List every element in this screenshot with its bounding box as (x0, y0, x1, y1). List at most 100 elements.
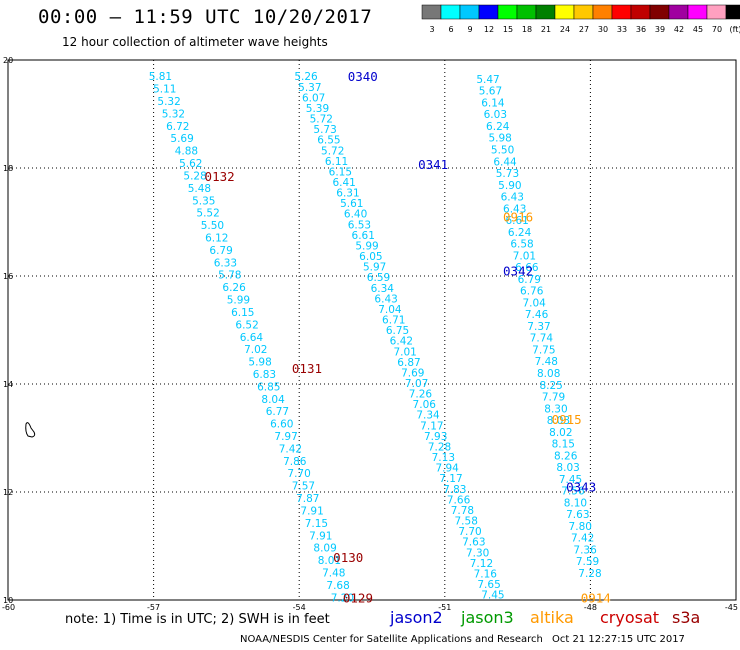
swh-value-label: 6.79 (209, 245, 232, 257)
swh-value-label: 7.80 (569, 521, 592, 533)
swh-value-label: 7.46 (525, 309, 549, 321)
swh-value-label: 8.30 (544, 403, 567, 415)
colorbar-swatch (725, 4, 740, 20)
swh-value-label: 6.44 (493, 156, 517, 168)
swh-value-label: 6.03 (484, 109, 507, 121)
y-tick-label: 16 (3, 272, 13, 281)
swh-value-label: 7.70 (458, 526, 481, 538)
swh-value-label: 5.72 (310, 114, 333, 126)
swh-value-label: 5.61 (340, 198, 363, 210)
swh-value-label: 5.67 (479, 86, 502, 98)
time-label: 0916 (503, 210, 533, 225)
colorbar-label: 33 (617, 25, 627, 34)
swh-value-label: 8.09 (313, 543, 336, 555)
swh-value-label: 5.99 (227, 295, 250, 307)
colorbar-swatch (516, 4, 537, 20)
swh-value-label: 7.26 (409, 389, 433, 401)
swh-value-label: 5.32 (157, 96, 180, 108)
swh-value-label: 7.12 (470, 558, 493, 570)
swh-value-label: 6.43 (374, 293, 397, 305)
y-tick-label: 20 (3, 56, 13, 65)
swh-value-label: 6.61 (352, 230, 375, 242)
swh-value-label: 7.45 (481, 590, 504, 602)
colorbar-label: 3 (429, 25, 434, 34)
swh-value-label: 5.78 (218, 270, 241, 282)
swh-value-label: 6.52 (235, 319, 258, 331)
time-label: 0914 (581, 590, 611, 605)
swh-value-label: 7.66 (447, 494, 471, 506)
swh-value-label: 6.31 (336, 188, 359, 200)
colorbar-swatch (478, 4, 499, 20)
island-outline (25, 422, 36, 438)
colorbar-swatch (421, 4, 442, 20)
swh-value-label: 7.63 (566, 509, 589, 521)
colorbar-label: 24 (560, 25, 570, 34)
swh-value-label: 6.59 (367, 272, 390, 284)
swh-value-label: 8.25 (539, 380, 562, 392)
colorbar-label: 42 (674, 25, 684, 34)
time-label: 0342 (503, 264, 533, 279)
swh-value-label: 5.26 (294, 71, 318, 83)
colorbar-label: 9 (467, 25, 472, 34)
colorbar-label: 12 (484, 25, 494, 34)
swh-value-label: 7.56 (561, 486, 585, 498)
swh-value-label: 7.04 (378, 304, 402, 316)
swh-value-label: 6.14 (481, 97, 505, 109)
swh-value-label: 6.64 (240, 332, 264, 344)
footer-note: note: 1) Time is in UTC; 2) SWH is in fe… (65, 612, 330, 627)
swh-value-label: 7.91 (300, 505, 323, 517)
swh-value-label: 7.83 (443, 484, 466, 496)
swh-value-label: 6.79 (518, 274, 541, 286)
swh-value-label: 8.03 (556, 462, 579, 474)
swh-value-label: 6.33 (214, 257, 237, 269)
swh-value-label: 7.93 (424, 431, 447, 443)
swh-value-label: 8.15 (552, 439, 575, 451)
colorbar-label: 18 (522, 25, 532, 34)
swh-value-label: 7.42 (279, 443, 302, 455)
swh-value-label: 7.37 (527, 321, 550, 333)
colorbar-swatch (554, 4, 575, 20)
swh-value-label: 8.02 (549, 427, 572, 439)
swh-value-label: 6.60 (270, 419, 293, 431)
y-tick-label: 12 (3, 488, 13, 497)
x-tick-label: -45 (725, 603, 738, 612)
time-label: 0343 (566, 480, 596, 495)
swh-value-label: 7.65 (477, 579, 500, 591)
swh-value-label: 7.13 (432, 452, 455, 464)
swh-value-label: 6.61 (505, 215, 528, 227)
swh-value-label: 7.17 (420, 420, 443, 432)
legend-jason3: jason3 (461, 608, 514, 627)
colorbar-label: (ft) (729, 25, 740, 34)
swh-value-label: 6.12 (205, 232, 228, 244)
page-subtitle: 12 hour collection of altimeter wave hei… (62, 35, 328, 49)
swh-value-label: 5.50 (201, 220, 224, 232)
swh-value-label: 5.98 (248, 357, 271, 369)
swh-value-label: 7.01 (513, 250, 536, 262)
swh-value-label: 7.69 (401, 367, 424, 379)
colorbar-label: 21 (541, 25, 551, 34)
swh-value-label: 6.72 (166, 121, 189, 133)
time-label: 0131 (292, 361, 322, 376)
time-label: 0341 (418, 157, 448, 172)
colorbar-swatch (649, 4, 670, 20)
time-label: 0915 (552, 412, 582, 427)
colorbar-swatch (668, 4, 689, 20)
colorbar-swatch (497, 4, 518, 20)
colorbar-label: 70 (712, 25, 722, 34)
swh-value-label: 7.59 (576, 556, 599, 568)
swh-value-label: 7.28 (428, 441, 451, 453)
swh-value-label: 6.42 (390, 336, 413, 348)
colorbar-swatch (573, 4, 594, 20)
swh-value-label: 5.99 (355, 240, 378, 252)
y-tick-label: 18 (3, 164, 13, 173)
legend-altika: altika (530, 608, 574, 627)
swh-value-label: 6.77 (266, 406, 289, 418)
time-label: 0132 (205, 169, 235, 184)
colorbar-swatch (440, 4, 461, 20)
colorbar-swatch (611, 4, 632, 20)
colorbar-swatch (687, 4, 708, 20)
swh-value-label: 7.79 (542, 392, 565, 404)
colorbar-label: 45 (693, 25, 703, 34)
swh-value-label: 6.05 (359, 251, 382, 263)
colorbar-label: 15 (503, 25, 513, 34)
